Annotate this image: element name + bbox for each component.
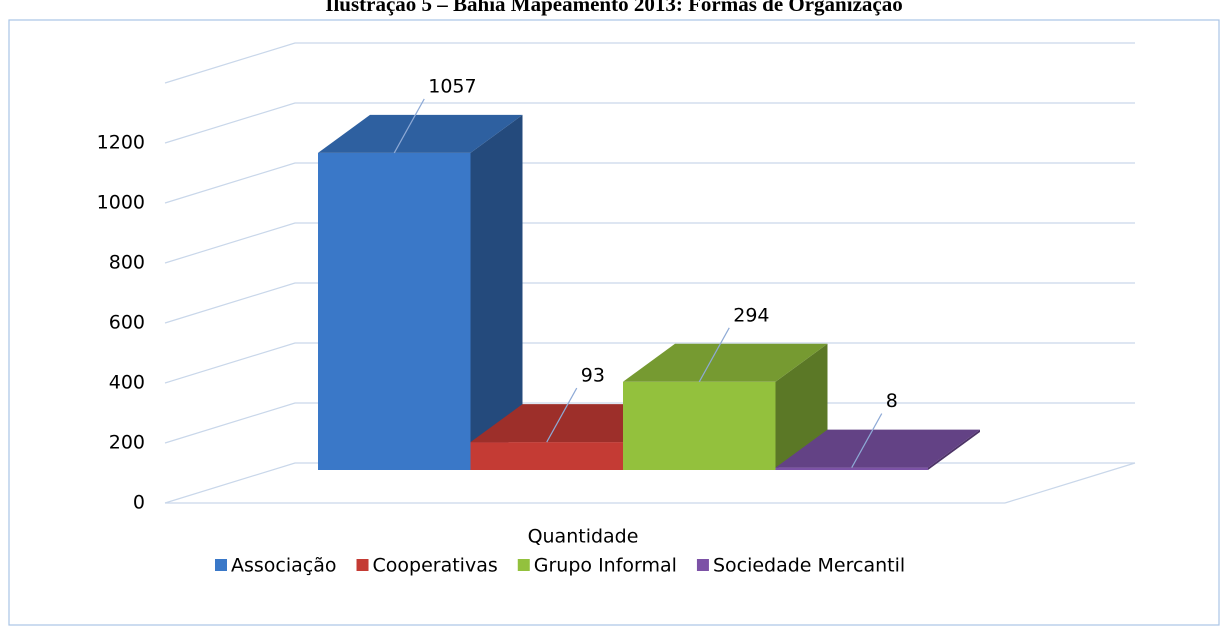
bar-top: [623, 343, 828, 382]
bar-front: [318, 152, 471, 470]
bar-side: [470, 114, 523, 471]
bar-top: [775, 429, 980, 468]
bar-side: [928, 429, 980, 470]
title-band: [0, 0, 1229, 19]
y-tick-label: 600: [109, 312, 145, 334]
legend-label: Grupo Informal: [534, 555, 677, 577]
grid-line: [164, 42, 1135, 84]
legend-swatch: [696, 559, 709, 571]
legend-label: Sociedade Mercantil: [713, 555, 905, 577]
grid-line: [164, 342, 1135, 384]
bar: [623, 343, 828, 470]
bar: [775, 429, 980, 470]
data-label: 8: [886, 390, 898, 412]
floor-edge: [1004, 462, 1136, 504]
bar-front: [775, 467, 928, 470]
bar-top: [318, 114, 523, 153]
y-tick-label: 0: [133, 492, 145, 514]
legend-swatch: [215, 559, 227, 571]
y-tick-label: 800: [109, 252, 145, 274]
data-label: 93: [581, 365, 605, 387]
grid-line: [164, 222, 1135, 264]
data-label: 1057: [428, 75, 476, 97]
grid-line: [164, 282, 1135, 324]
legend-label: Associação: [231, 555, 337, 577]
y-tick-label: 1000: [97, 192, 145, 214]
bar: [318, 114, 523, 471]
legend-label: Cooperativas: [373, 555, 498, 577]
legend-swatch: [517, 559, 530, 571]
grid-line: [164, 102, 1135, 144]
y-tick-label: 400: [109, 372, 145, 394]
y-tick-label: 1200: [97, 132, 145, 154]
leader-line: [546, 387, 578, 443]
chart-title: Ilustração 5 – Bahia Mapeamento 2013: Fo…: [325, 0, 902, 16]
bar-side: [775, 343, 828, 470]
y-tick-label: 200: [109, 432, 145, 454]
chart-border: [8, 19, 1220, 626]
leader-line: [393, 98, 425, 154]
bar-front: [623, 381, 776, 470]
grid-line: [164, 402, 1135, 444]
leader-line: [851, 413, 883, 468]
bar-front: [470, 442, 623, 470]
legend-swatch: [356, 559, 369, 571]
grid-line: [164, 162, 1135, 204]
x-axis-label: Quantidade: [528, 526, 639, 548]
data-label: 294: [733, 304, 769, 326]
leader-line: [698, 327, 730, 383]
